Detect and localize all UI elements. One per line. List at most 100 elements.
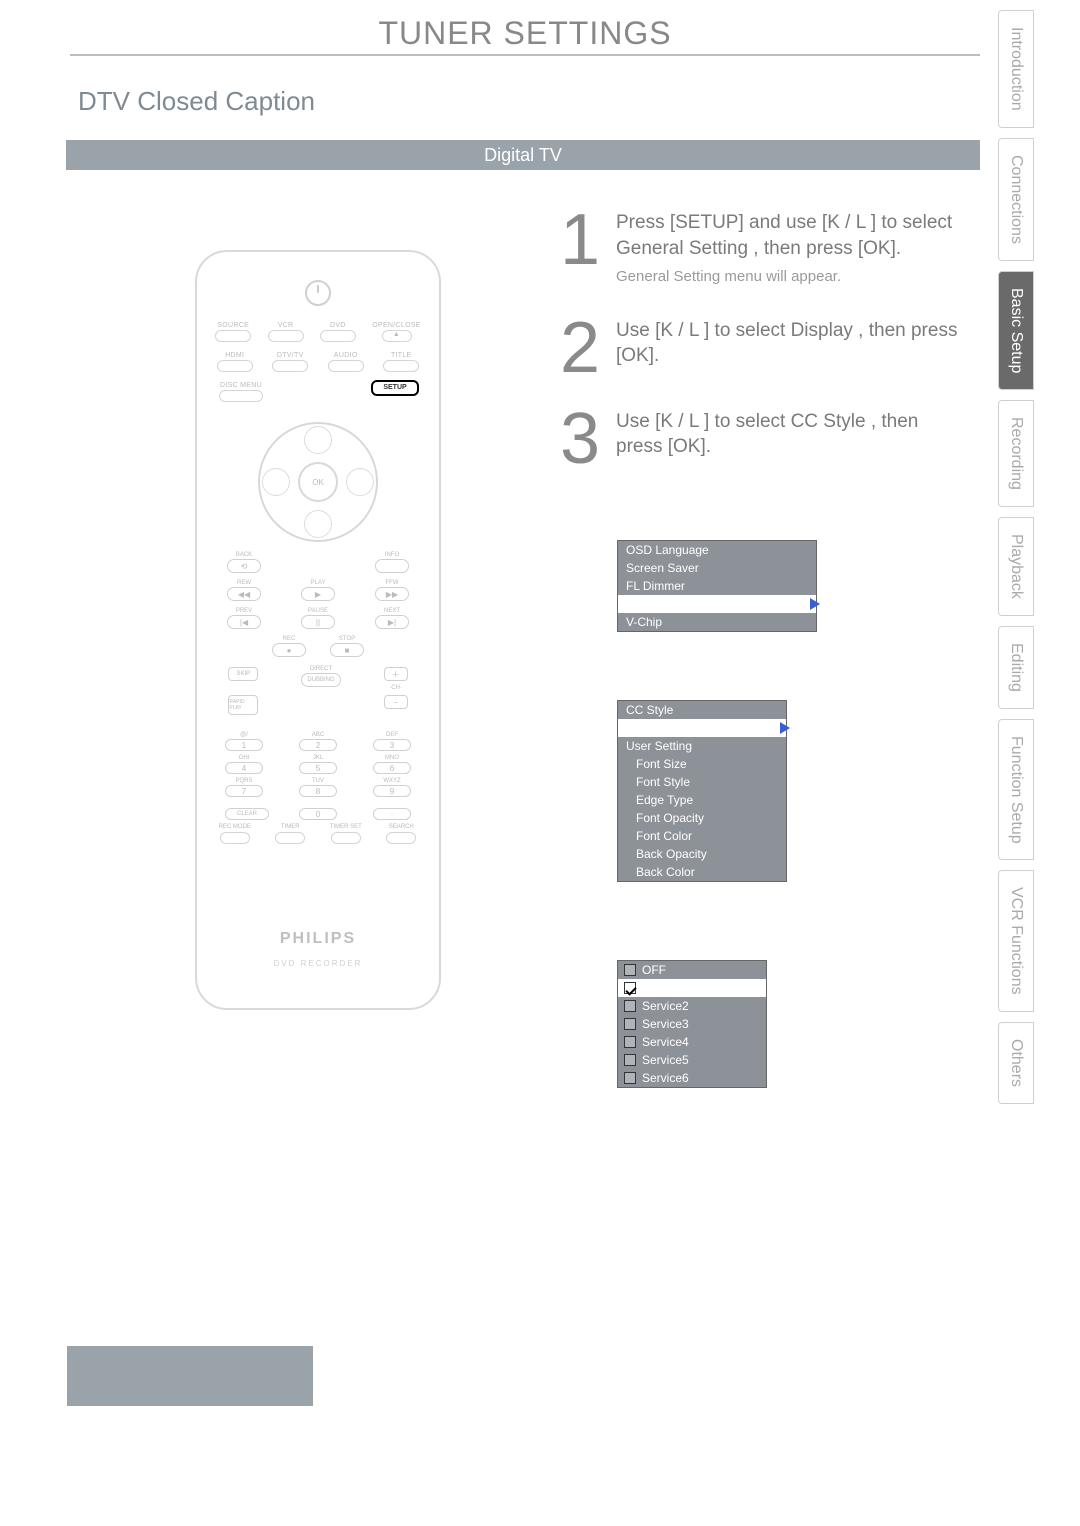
key-7-label: PQRS bbox=[225, 778, 263, 785]
mid-controls: SKIP RAPID PLAY DIRECT DUBBING ＋ ·CH· − bbox=[207, 666, 429, 715]
key-2: 2 bbox=[299, 739, 337, 751]
key-clear: CLEAR bbox=[225, 808, 269, 820]
osd-menu-services: OFF Service2 Service3 Service4 Service5 … bbox=[617, 960, 767, 1088]
tab-connections[interactable]: Connections bbox=[998, 138, 1034, 261]
tab-introduction[interactable]: Introduction bbox=[998, 10, 1034, 128]
btn-prev-label: PREV bbox=[227, 608, 261, 614]
transport-row-4: REC● STOP■ bbox=[207, 636, 429, 657]
key-5: 5 bbox=[299, 762, 337, 774]
step-1-text: Press [SETUP] and use [K / L ] to select… bbox=[616, 210, 970, 261]
brand-logo: PHILIPS bbox=[207, 930, 429, 948]
key-8: 8 bbox=[299, 785, 337, 797]
steps: 1 Press [SETUP] and use [K / L ] to sele… bbox=[550, 210, 970, 500]
menu2-back-opacity: Back Opacity bbox=[618, 845, 786, 863]
key-9-label: WXYZ bbox=[373, 778, 411, 785]
step-1-number: 1 bbox=[550, 210, 600, 288]
btn-dtvtv-label: DTV/TV bbox=[272, 352, 308, 359]
skip-button: SKIP bbox=[228, 667, 258, 681]
btn-ffw-label: FFW bbox=[375, 580, 409, 586]
menu1-screen-saver: Screen Saver bbox=[618, 559, 816, 577]
back-icon: ⟲ bbox=[227, 559, 261, 573]
menu2-back-color: Back Color bbox=[618, 863, 786, 881]
btn-timerset-label: TIMER SET bbox=[327, 824, 365, 831]
key-6: 6 bbox=[373, 762, 411, 774]
dpad: OK bbox=[258, 422, 378, 542]
remote-illustration: SOURCE VCR DVD OPEN/CLOSE▲ HDMI DTV/TV A… bbox=[195, 250, 441, 1010]
menu3-selected bbox=[618, 979, 766, 997]
osd-menu-ccstyle: CC Style User Setting Font Size Font Sty… bbox=[617, 700, 787, 882]
btn-back-label: BACK bbox=[227, 552, 261, 558]
step-2-number: 2 bbox=[550, 318, 600, 379]
tab-playback[interactable]: Playback bbox=[998, 517, 1034, 616]
key-7: 7 bbox=[225, 785, 263, 797]
menu2-header: CC Style bbox=[618, 701, 786, 719]
key-4: 4 bbox=[225, 762, 263, 774]
transport-row-2: REW◀◀ PLAY▶ FFW▶▶ bbox=[207, 580, 429, 601]
step-2: 2 Use [K / L ] to select Display , then … bbox=[550, 318, 970, 379]
ok-button: OK bbox=[298, 462, 338, 502]
step-1-sub: General Setting menu will appear. bbox=[616, 267, 970, 287]
tab-vcr-functions[interactable]: VCR Functions bbox=[998, 870, 1034, 1012]
btn-next-label: NEXT bbox=[375, 608, 409, 614]
remote-row-2: HDMI DTV/TV AUDIO TITLE bbox=[207, 352, 429, 372]
key-0: 0 bbox=[299, 808, 337, 820]
btn-hdmi-label: HDMI bbox=[217, 352, 253, 359]
menu2-font-style: Font Style bbox=[618, 773, 786, 791]
step-3-text: Use [K / L ] to select CC Style , then p… bbox=[616, 409, 970, 460]
direct-label: DIRECT bbox=[301, 666, 341, 672]
key-5-label: JKL bbox=[299, 755, 337, 762]
numpad: @/1 ABC2 DEF3 GHI4 JKL5 MNO6 PQRS7 TUV8 … bbox=[207, 732, 429, 848]
btn-rec-label: REC bbox=[272, 636, 306, 642]
arrow-icon bbox=[810, 598, 820, 610]
menu2-user-setting: User Setting bbox=[618, 737, 786, 755]
key-3-label: DEF bbox=[373, 732, 411, 739]
sidebar-tabs: Introduction Connections Basic Setup Rec… bbox=[998, 0, 1080, 1104]
btn-source-label: SOURCE bbox=[215, 322, 251, 329]
rew-icon: ◀◀ bbox=[227, 587, 261, 601]
menu3-service4-label: Service4 bbox=[642, 1035, 689, 1049]
tab-function-setup[interactable]: Function Setup bbox=[998, 719, 1034, 861]
rapidplay-button: RAPID PLAY bbox=[228, 695, 258, 715]
power-icon bbox=[305, 280, 331, 306]
btn-play-label: PLAY bbox=[301, 580, 335, 586]
ch-plus: ＋ bbox=[384, 667, 408, 681]
menu3-service6-label: Service6 bbox=[642, 1071, 689, 1085]
menu2-font-opacity: Font Opacity bbox=[618, 809, 786, 827]
menu1-fl-dimmer: FL Dimmer bbox=[618, 577, 816, 595]
dubbing-button: DUBBING bbox=[301, 673, 341, 687]
tab-others[interactable]: Others bbox=[998, 1022, 1034, 1104]
footer-block bbox=[67, 1346, 313, 1406]
brand-subtitle: DVD RECORDER bbox=[207, 959, 429, 968]
btn-timer-label: TIMER bbox=[271, 824, 309, 831]
tab-editing[interactable]: Editing bbox=[998, 626, 1034, 709]
key-9: 9 bbox=[373, 785, 411, 797]
transport-row-3: PREV|◀ PAUSE|| NEXT▶| bbox=[207, 608, 429, 629]
step-2-text: Use [K / L ] to select Display , then pr… bbox=[616, 318, 970, 369]
menu2-font-size: Font Size bbox=[618, 755, 786, 773]
page-subtitle: DTV Closed Caption bbox=[78, 86, 315, 117]
key-1-label: @/ bbox=[225, 732, 263, 739]
tab-recording[interactable]: Recording bbox=[998, 400, 1034, 507]
prev-icon: |◀ bbox=[227, 615, 261, 629]
btn-title-label: TITLE bbox=[383, 352, 419, 359]
title-bar: TUNER SETTINGS bbox=[70, 10, 980, 56]
remote-row-1: SOURCE VCR DVD OPEN/CLOSE▲ bbox=[207, 322, 429, 342]
btn-pause-label: PAUSE bbox=[301, 608, 335, 614]
menu2-font-color: Font Color bbox=[618, 827, 786, 845]
btn-rew-label: REW bbox=[227, 580, 261, 586]
key-4-label: GHI bbox=[225, 755, 263, 762]
key-6-label: MNO bbox=[373, 755, 411, 762]
tab-basic-setup[interactable]: Basic Setup bbox=[998, 271, 1034, 390]
arrow-icon bbox=[780, 722, 790, 734]
step-3: 3 Use [K / L ] to select CC Style , then… bbox=[550, 409, 970, 470]
btn-vcr-label: VCR bbox=[268, 322, 304, 329]
menu3-service3-label: Service3 bbox=[642, 1017, 689, 1031]
key-1: 1 bbox=[225, 739, 263, 751]
pause-icon: || bbox=[301, 615, 335, 629]
btn-info-label: INFO bbox=[375, 552, 409, 558]
btn-audio-label: AUDIO bbox=[328, 352, 364, 359]
menu3-service5-label: Service5 bbox=[642, 1053, 689, 1067]
menu3-service2-label: Service2 bbox=[642, 999, 689, 1013]
menu1-vchip: V-Chip bbox=[618, 613, 816, 631]
setup-button-highlight: SETUP bbox=[371, 380, 419, 396]
